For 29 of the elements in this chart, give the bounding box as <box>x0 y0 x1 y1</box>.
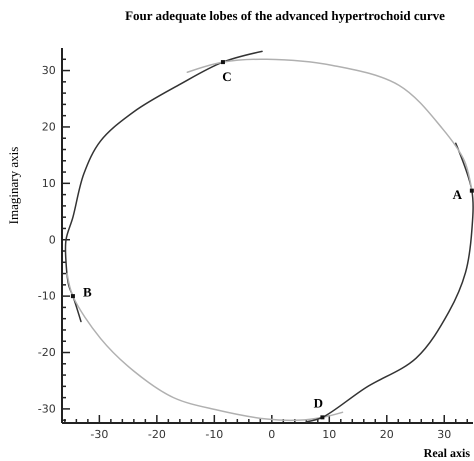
y-tick-label: 20 <box>42 120 56 134</box>
y-tick-label: -30 <box>38 402 56 416</box>
x-tick-label: 10 <box>322 428 336 442</box>
y-axis-title: Imaginary axis <box>6 146 21 224</box>
x-tick-label: 30 <box>437 428 452 442</box>
y-tick-label: -10 <box>38 290 56 303</box>
line-series <box>306 142 474 423</box>
line-series <box>186 58 473 192</box>
point <box>470 188 474 193</box>
point <box>320 415 324 420</box>
line-series <box>64 50 263 322</box>
point <box>220 60 225 64</box>
annotation: A <box>452 186 463 202</box>
x-tick-label: -20 <box>148 428 166 442</box>
y-tick-label: 0 <box>48 233 56 246</box>
point <box>70 294 75 298</box>
x-tick-label: -10 <box>205 428 224 442</box>
x-axis-title: Real axis <box>424 446 470 460</box>
x-tick-label: 20 <box>380 428 394 442</box>
x-tick-label: 0 <box>268 428 276 442</box>
y-tick-label: 30 <box>42 64 56 78</box>
annotation: D <box>314 395 323 410</box>
x-tick-label: -30 <box>90 428 108 442</box>
y-tick-label: 10 <box>42 176 56 190</box>
line-series <box>66 272 344 422</box>
annotation: C <box>222 69 232 84</box>
y-tick-label: -20 <box>38 346 56 360</box>
annotation: B <box>83 284 92 300</box>
chart-title: Four adequate lobes of the advanced hypertrochoid curve <box>125 8 446 23</box>
